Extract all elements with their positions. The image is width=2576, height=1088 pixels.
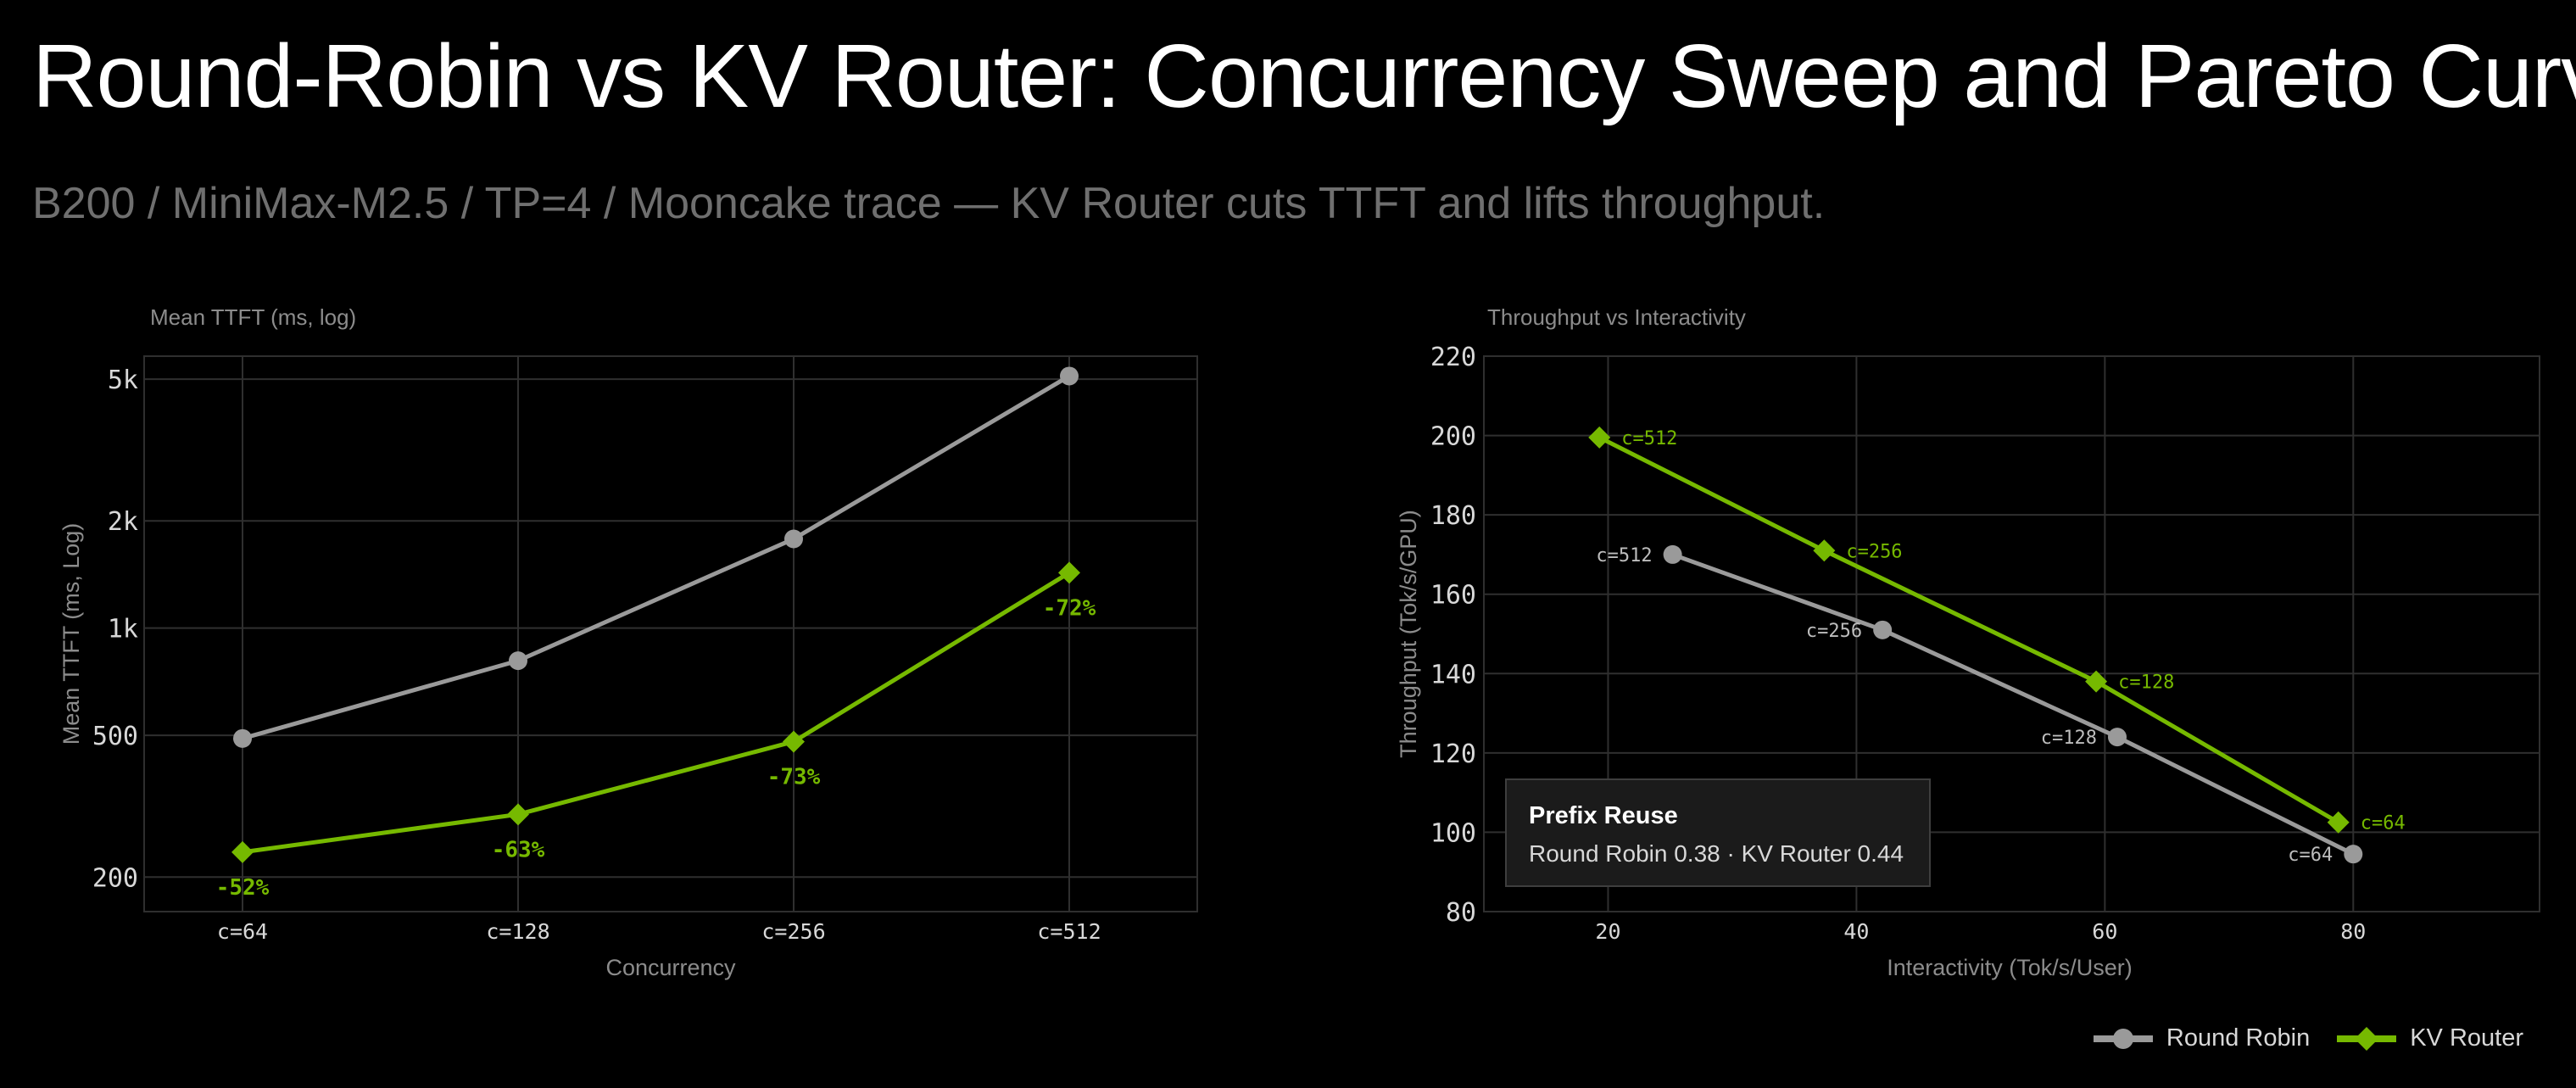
legend: Round Robin KV Router bbox=[2090, 1024, 2523, 1052]
throughput-data-point bbox=[2085, 670, 2108, 693]
ttft-data-point bbox=[783, 730, 805, 753]
ttft-data-point bbox=[509, 651, 527, 671]
throughput-y-tick-label: 120 bbox=[1430, 739, 1476, 769]
throughput-data-point bbox=[1588, 426, 1611, 449]
throughput-y-axis-label: Throughput (Tok/s/GPU) bbox=[1396, 510, 1421, 758]
page-title: Round-Robin vs KV Router: Concurrency Sw… bbox=[32, 26, 2576, 126]
ttft-chart-title: Mean TTFT (ms, log) bbox=[150, 304, 356, 330]
throughput-x-tick-label: 20 bbox=[1595, 919, 1620, 944]
ttft-x-tick-label: c=64 bbox=[217, 919, 268, 944]
throughput-point-label: c=128 bbox=[2041, 728, 2097, 749]
ttft-reduction-label: -52% bbox=[216, 875, 270, 901]
annotation-title: Prefix Reuse bbox=[1529, 802, 1678, 829]
ttft-y-tick-label: 200 bbox=[92, 863, 138, 893]
throughput-y-tick-label: 200 bbox=[1430, 422, 1476, 452]
round-robin-legend-icon bbox=[2093, 1028, 2153, 1049]
throughput-y-tick-label: 80 bbox=[1446, 898, 1476, 928]
throughput-point-label: c=512 bbox=[1596, 545, 1652, 566]
ttft-x-tick-label: c=512 bbox=[1037, 919, 1101, 944]
ttft-data-point bbox=[233, 728, 252, 748]
annotation-text: Round Robin 0.38 · KV Router 0.44 bbox=[1529, 840, 1904, 867]
throughput-point-label: c=256 bbox=[1806, 621, 1862, 642]
throughput-series-line bbox=[1671, 552, 2355, 856]
ttft-data-point bbox=[231, 840, 254, 863]
throughput-x-axis-label: Interactivity (Tok/s/User) bbox=[1887, 955, 2133, 980]
throughput-series-line bbox=[1598, 435, 2339, 824]
ttft-y-axis-label: Mean TTFT (ms, Log) bbox=[59, 523, 84, 745]
ttft-x-tick-label: c=256 bbox=[761, 919, 825, 944]
ttft-plot-frame bbox=[143, 355, 1198, 912]
page-subtitle: B200 / MiniMax-M2.5 / TP=4 / Mooncake tr… bbox=[32, 179, 1826, 228]
throughput-data-point bbox=[1813, 539, 1836, 562]
throughput-y-tick-label: 100 bbox=[1430, 818, 1476, 848]
throughput-point-label: c=512 bbox=[1621, 428, 1677, 449]
throughput-point-label: c=256 bbox=[1846, 541, 1902, 562]
ttft-reduction-label: -73% bbox=[767, 765, 821, 790]
ttft-series-line bbox=[242, 374, 1071, 741]
ttft-data-point bbox=[1060, 366, 1079, 386]
throughput-y-tick-label: 180 bbox=[1430, 501, 1476, 531]
throughput-x-tick-label: 60 bbox=[2092, 919, 2117, 944]
throughput-point-label: c=128 bbox=[2118, 672, 2174, 694]
ttft-y-tick-label: 2k bbox=[108, 507, 138, 537]
throughput-data-point bbox=[2344, 845, 2363, 864]
throughput-chart-title: Throughput vs Interactivity bbox=[1487, 304, 1746, 330]
ttft-data-point bbox=[1058, 561, 1080, 584]
ttft-y-tick-label: 5k bbox=[108, 365, 138, 395]
ttft-x-axis-label: Concurrency bbox=[605, 955, 736, 980]
throughput-data-point bbox=[1663, 544, 1682, 564]
throughput-point-label: c=64 bbox=[2288, 845, 2333, 866]
legend-item-kv-router[interactable]: KV Router bbox=[2333, 1024, 2523, 1052]
throughput-data-point bbox=[2327, 811, 2350, 834]
throughput-data-point bbox=[1873, 620, 1893, 639]
throughput-y-tick-label: 160 bbox=[1430, 581, 1476, 611]
throughput-y-tick-label: 140 bbox=[1430, 660, 1476, 689]
ttft-x-tick-label: c=128 bbox=[486, 919, 549, 944]
legend-item-round-robin[interactable]: Round Robin bbox=[2090, 1024, 2310, 1052]
ttft-y-tick-label: 500 bbox=[92, 722, 138, 751]
throughput-x-tick-label: 80 bbox=[2340, 919, 2366, 944]
throughput-point-label: c=64 bbox=[2361, 813, 2406, 834]
throughput-data-point bbox=[2108, 728, 2127, 747]
ttft-series-line bbox=[242, 571, 1071, 855]
ttft-reduction-label: -63% bbox=[492, 837, 545, 862]
prefix-reuse-annotation: Prefix Reuse Round Robin 0.38 · KV Route… bbox=[1505, 778, 1931, 887]
throughput-x-tick-label: 40 bbox=[1843, 919, 1869, 944]
ttft-data-point bbox=[784, 529, 803, 549]
legend-label-kv-router: KV Router bbox=[2410, 1024, 2523, 1052]
kv-router-legend-icon bbox=[2337, 1026, 2397, 1051]
ttft-reduction-label: -72% bbox=[1043, 595, 1096, 621]
legend-label-round-robin: Round Robin bbox=[2166, 1024, 2311, 1052]
ttft-data-point bbox=[507, 803, 529, 826]
throughput-y-tick-label: 220 bbox=[1430, 343, 1476, 372]
ttft-y-tick-label: 1k bbox=[108, 615, 138, 644]
